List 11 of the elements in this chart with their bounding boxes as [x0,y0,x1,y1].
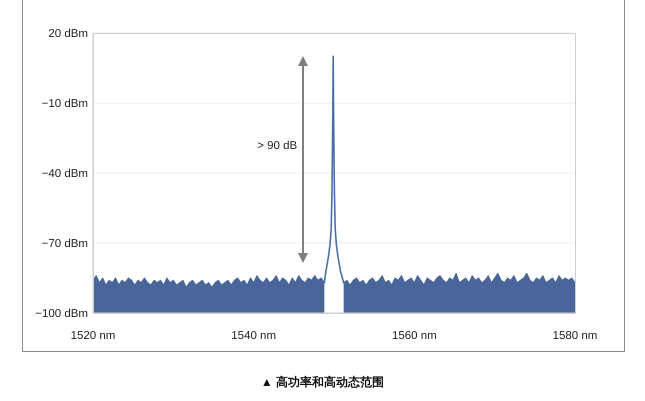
y-tick-label: −10 dBm [42,98,88,110]
x-tick-label: 1580 nm [552,330,598,342]
x-tick-label: 1540 nm [231,330,276,342]
y-tick-label: 20 dBm [48,28,88,40]
y-tick-label: −40 dBm [42,168,88,180]
y-tick-label: −100 dBm [35,308,88,320]
x-tick-label: 1560 nm [392,330,437,342]
annotation: > 90 dB [257,139,298,154]
y-tick-label: −70 dBm [42,238,88,250]
x-tick-label: 1520 nm [70,330,116,342]
text: ▲ 高功率和高动态范围 [260,374,386,391]
